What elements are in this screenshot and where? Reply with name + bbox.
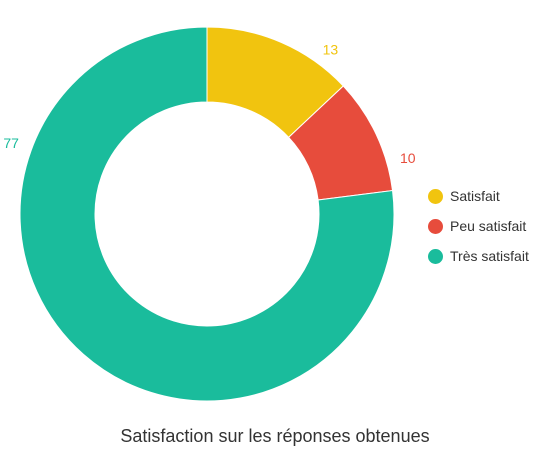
data-label-satisfait: 13 <box>323 42 339 58</box>
legend-label: Très satisfait <box>450 248 529 264</box>
legend-label: Satisfait <box>450 188 500 204</box>
legend-item-très-satisfait[interactable]: Très satisfait <box>428 246 546 266</box>
legend-label: Peu satisfait <box>450 218 527 234</box>
donut-slice-très-satisfait[interactable] <box>19 26 395 402</box>
legend-swatch <box>428 248 443 264</box>
data-label-peu-satisfait: 10 <box>400 150 416 166</box>
legend-item-satisfait[interactable]: Satisfait <box>428 186 546 206</box>
legend: Satisfait Peu satisfait Très satisfait <box>428 186 546 276</box>
legend-item-peu-satisfait[interactable]: Peu satisfait <box>428 216 546 236</box>
data-label-très-satisfait: 77 <box>3 135 19 151</box>
legend-swatch <box>428 218 443 234</box>
chart-title: Satisfaction sur les réponses obtenues <box>120 426 430 446</box>
legend-swatch <box>428 188 443 204</box>
